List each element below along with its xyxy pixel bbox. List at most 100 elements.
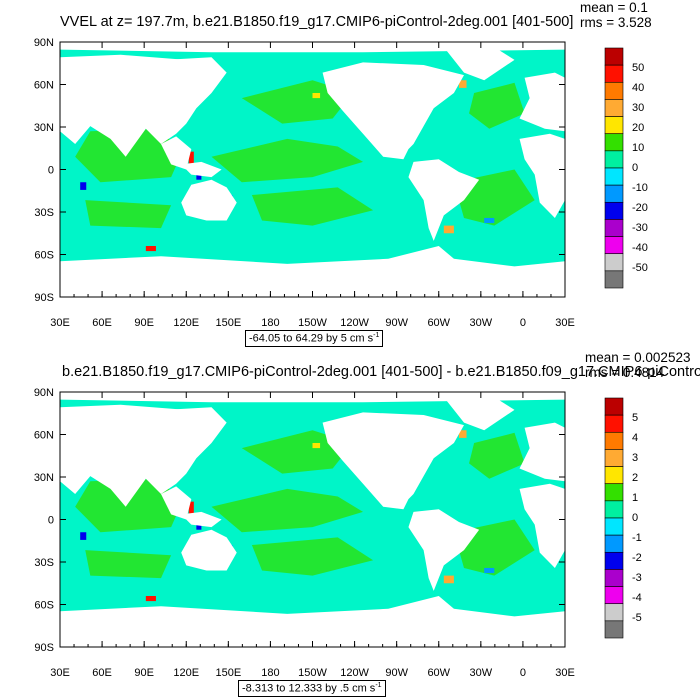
colorbar-label: 2 [632, 472, 638, 484]
lon-label: 180 [261, 667, 279, 679]
velocity-hotspot [312, 93, 321, 99]
lon-label: 30E [50, 667, 70, 679]
velocity-hotspot [458, 430, 467, 438]
lon-label: 150W [298, 667, 327, 679]
lon-label: 30E [50, 317, 70, 329]
colorbar-label: -50 [632, 262, 648, 274]
lat-label: 0 [48, 165, 54, 177]
velocity-hotspot [484, 217, 495, 224]
colorbar-swatch [604, 620, 624, 639]
range-text: -8.313 to 12.333 by .5 cm s [242, 682, 376, 695]
colorbar-swatch [604, 219, 624, 237]
lon-label: 30W [470, 317, 493, 329]
colorbar-swatch [604, 449, 624, 467]
land-north-america [322, 412, 464, 510]
ocean-anomaly-patch [85, 200, 172, 229]
lat-label: 30N [34, 122, 54, 134]
colorbar-swatch [604, 586, 624, 605]
ocean-anomaly-patch [85, 550, 172, 579]
colorbar: 5 4 3 2 1 0 -1 -2 -3 -4 -5 [604, 397, 642, 639]
lat-label: 60N [34, 430, 54, 442]
ocean-anomaly-patch [211, 138, 363, 183]
land-antarctica [60, 246, 565, 297]
ocean-anomaly-patch [251, 537, 374, 576]
colorbar-swatch [604, 551, 624, 570]
velocity-hotspot [458, 80, 467, 88]
lon-label: 60E [92, 667, 112, 679]
velocity-hotspot [484, 567, 495, 574]
lon-label: 0 [520, 667, 526, 679]
colorbar-label: -4 [632, 592, 642, 604]
ocean-anomaly-patch [75, 128, 182, 183]
colorbar-label: -20 [632, 202, 648, 214]
ocean-anomaly-patch [75, 478, 182, 533]
colorbar-label: 10 [632, 142, 644, 154]
colorbar-swatch [604, 397, 624, 416]
land-north-america [322, 62, 464, 160]
lon-label: 30W [470, 667, 493, 679]
colorbar-label: -1 [632, 532, 642, 544]
colorbar-swatch [604, 201, 624, 220]
lon-label: 0 [520, 317, 526, 329]
ocean-anomaly-patch [469, 432, 525, 479]
land-eurasia [60, 54, 187, 157]
colorbar-swatch [604, 184, 624, 203]
colorbar-swatch [604, 534, 624, 553]
colorbar-label: -2 [632, 552, 642, 564]
colorbar-label: -10 [632, 182, 648, 194]
land-asia [120, 407, 227, 494]
lat-label: 90N [34, 37, 54, 49]
land-antarctica [60, 596, 565, 647]
colorbar-swatch [604, 133, 624, 152]
land-eurasia [60, 404, 187, 507]
land-indonesia [181, 161, 222, 178]
colorbar-label: 20 [632, 122, 644, 134]
lon-label: 60W [427, 317, 450, 329]
panel-top: VVEL at z= 197.7m, b.e21.B1850.f19_g17.C… [34, 1, 652, 347]
lon-label: 90E [134, 317, 154, 329]
ocean-anomaly-patch [251, 187, 374, 226]
colorbar-label: -30 [632, 222, 648, 234]
lon-label: 150E [215, 317, 241, 329]
land-asia [120, 57, 227, 144]
colorbar-swatch [604, 253, 624, 272]
land-africa [519, 133, 565, 218]
velocity-hotspot [188, 501, 194, 515]
lat-label: 30N [34, 472, 54, 484]
colorbar-swatch [604, 270, 624, 289]
colorbar-swatch [604, 414, 624, 433]
range-text: -64.05 to 64.29 by 5 cm s [249, 332, 374, 345]
land-south-america [408, 159, 480, 241]
colorbar-swatch [604, 116, 624, 135]
lat-label: 30S [34, 207, 54, 219]
lon-label: 90W [385, 317, 408, 329]
ocean-anomaly-patch [469, 82, 525, 129]
velocity-hotspot [145, 596, 156, 602]
colorbar-label: 1 [632, 492, 638, 504]
colorbar-label: -40 [632, 242, 648, 254]
lon-label: 90E [134, 667, 154, 679]
lon-label: 30E [555, 667, 575, 679]
colorbar-label: -3 [632, 572, 642, 584]
map-plot: 90N 60N 30N 0 30S 60S 90S 30E 60E 90E 120E 150E 180 1… [34, 37, 575, 329]
colorbar-label: 5 [632, 412, 638, 424]
land-australia [181, 529, 237, 571]
contour-range-label: -8.313 to 12.333 by .5 cm s-1 [238, 680, 386, 697]
colorbar: 50 40 30 20 10 0 -10 -20 -30 -40 -50 [604, 47, 648, 289]
lat-label: 90N [34, 387, 54, 399]
colorbar-label: 50 [632, 62, 644, 74]
colorbar-swatch [604, 167, 624, 186]
land-africa [519, 483, 565, 568]
velocity-hotspot [145, 246, 156, 252]
colorbar-label: -5 [632, 612, 642, 624]
lon-label: 60E [92, 317, 112, 329]
lon-label: 150W [298, 317, 327, 329]
land-indochina [161, 486, 192, 520]
colorbar-swatch [604, 603, 624, 622]
lon-label: 120E [173, 317, 199, 329]
rms-value: rms = 0.4814 [585, 365, 665, 380]
lon-label: 120E [173, 667, 199, 679]
colorbar-label: 0 [632, 512, 638, 524]
land-europe-west [519, 422, 565, 482]
lon-label: 180 [261, 317, 279, 329]
